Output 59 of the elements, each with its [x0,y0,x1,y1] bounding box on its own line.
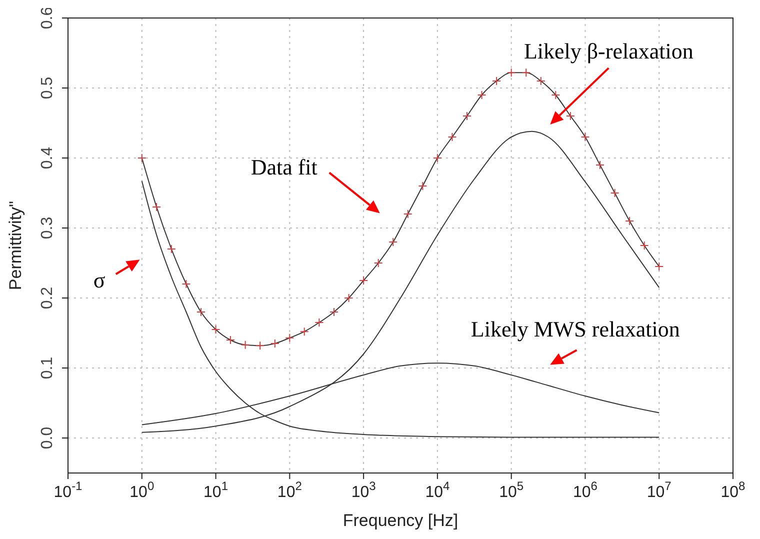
point [551,90,560,100]
point [403,210,412,218]
point [196,308,206,316]
y-tick-label: 0.0 [39,426,56,450]
point [314,318,324,327]
x-tick-label: 10$^{4}$ [425,479,450,501]
x-tick-label: 10$^{2}$ [277,479,302,501]
point [596,160,604,170]
x-tick-label: 10$^{3}$ [351,479,376,501]
y-tick-label: 0.2 [39,286,56,310]
point [477,90,486,100]
point [226,336,235,344]
point [152,202,162,212]
point [388,238,398,246]
point [344,294,354,302]
point [536,76,546,86]
x-tick-label: 10$^{-1}$ [54,479,83,501]
y-tick-label: 0.1 [39,356,56,380]
point [240,340,250,350]
x-tick-label: 10$^{5}$ [499,479,524,501]
y-tick-label: 0.5 [39,76,56,100]
point [448,132,457,142]
x-tick-label: 10$^{0}$ [130,479,154,501]
annotation: Likely β-relaxation [524,38,694,64]
annotation: Likely MWS relaxation [470,316,680,342]
point [462,112,472,120]
point [270,339,280,348]
point [256,341,265,350]
point [566,112,575,120]
point [300,327,309,336]
point [359,276,368,285]
point [329,308,338,316]
point [182,280,191,288]
x-axis-title: Frequency [Hz] [342,511,458,530]
point [640,241,649,250]
point [374,258,383,268]
x-tick-label: 10$^{6}$ [572,479,598,501]
point [137,154,146,162]
y-axis-title: Permittivity" [6,200,26,290]
point [580,132,590,142]
point [506,68,516,78]
x-tick-label: 10$^{1}$ [204,479,228,501]
point [166,244,176,254]
point [432,154,442,162]
x-tick-label: 10$^{7}$ [646,479,672,501]
point [625,216,634,226]
y-tick-label: 0.6 [39,6,56,30]
point [522,68,531,78]
y-tick-label: 0.4 [39,146,56,170]
point [654,262,664,271]
point [285,333,294,342]
point [492,76,502,86]
point [418,182,428,190]
point [211,325,220,334]
annotation: σ [93,267,106,292]
annotation: Data fit [250,154,318,180]
y-tick-label: 0.3 [39,216,56,240]
x-tick-label: 10$^{8}$ [720,479,746,501]
point [610,188,620,198]
